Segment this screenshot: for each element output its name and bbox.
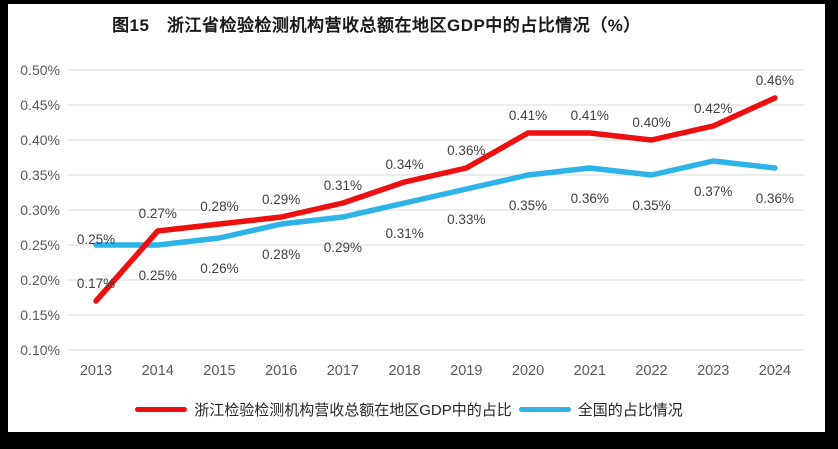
y-axis-tick-label: 0.10% bbox=[20, 342, 60, 358]
x-axis-tick-label: 2014 bbox=[142, 363, 174, 379]
chart-title: 图15 浙江省检验检测机构营收总额在地区GDP中的占比情况（%） bbox=[112, 16, 641, 35]
legend-red-line-icon bbox=[135, 406, 188, 412]
legend-item-zhejiang: 浙江检验检测机构营收总额在地区GDP中的占比 bbox=[135, 399, 512, 420]
data-label: 0.31% bbox=[324, 178, 362, 193]
data-label: 0.41% bbox=[509, 108, 547, 123]
x-axis-tick-label: 2016 bbox=[265, 363, 297, 379]
data-label: 0.37% bbox=[694, 184, 732, 199]
y-axis-tick-label: 0.15% bbox=[20, 307, 60, 323]
data-label: 0.28% bbox=[262, 247, 300, 262]
legend-label-national: 全国的占比情况 bbox=[577, 401, 683, 419]
zhejiang-series-line bbox=[93, 95, 778, 304]
y-axis-tick-label: 0.45% bbox=[20, 97, 60, 113]
y-axis-tick-label: 0.40% bbox=[20, 132, 60, 148]
data-label: 0.33% bbox=[447, 212, 485, 227]
data-label: 0.46% bbox=[756, 73, 794, 88]
data-label: 0.35% bbox=[509, 198, 547, 213]
y-axis-tick-label: 0.20% bbox=[20, 272, 60, 288]
data-label: 0.25% bbox=[139, 268, 177, 283]
data-label: 0.36% bbox=[756, 191, 794, 206]
data-label: 0.36% bbox=[447, 143, 485, 158]
chart-canvas bbox=[8, 4, 825, 432]
data-label: 0.26% bbox=[200, 261, 238, 276]
data-label: 0.40% bbox=[632, 115, 670, 130]
x-axis-tick-label: 2022 bbox=[635, 363, 667, 379]
x-axis-tick-label: 2019 bbox=[450, 363, 482, 379]
data-label: 0.29% bbox=[262, 192, 300, 207]
legend-item-national: 全国的占比情况 bbox=[518, 399, 683, 420]
legend-blue-line-icon bbox=[518, 406, 571, 412]
legend-label-zhejiang: 浙江检验检测机构营收总额在地区GDP中的占比 bbox=[194, 401, 512, 419]
data-label: 0.17% bbox=[77, 276, 115, 291]
x-axis-tick-label: 2013 bbox=[80, 363, 112, 379]
data-label: 0.36% bbox=[571, 191, 609, 206]
x-axis-tick-label: 2020 bbox=[512, 363, 544, 379]
chart-legend: 浙江检验检测机构营收总额在地区GDP中的占比 全国的占比情况 bbox=[0, 396, 818, 422]
data-label: 0.29% bbox=[324, 240, 362, 255]
data-label: 0.31% bbox=[385, 226, 423, 241]
x-axis-tick-label: 2024 bbox=[759, 363, 791, 379]
y-axis-tick-label: 0.25% bbox=[20, 237, 60, 253]
y-axis-tick-label: 0.50% bbox=[20, 62, 60, 78]
data-label: 0.42% bbox=[694, 101, 732, 116]
data-label: 0.35% bbox=[632, 198, 670, 213]
data-label: 0.41% bbox=[571, 108, 609, 123]
data-label: 0.27% bbox=[139, 206, 177, 221]
data-label: 0.34% bbox=[385, 157, 423, 172]
x-axis-tick-label: 2021 bbox=[574, 363, 606, 379]
data-label: 0.25% bbox=[77, 232, 115, 247]
national-series-line bbox=[93, 158, 778, 248]
y-axis-tick-label: 0.35% bbox=[20, 167, 60, 183]
x-axis-tick-label: 2018 bbox=[388, 363, 420, 379]
x-axis-tick-label: 2015 bbox=[203, 363, 235, 379]
data-label: 0.28% bbox=[200, 199, 238, 214]
x-axis-tick-label: 2023 bbox=[697, 363, 729, 379]
y-axis-tick-label: 0.30% bbox=[20, 202, 60, 218]
x-axis-tick-label: 2017 bbox=[327, 363, 359, 379]
